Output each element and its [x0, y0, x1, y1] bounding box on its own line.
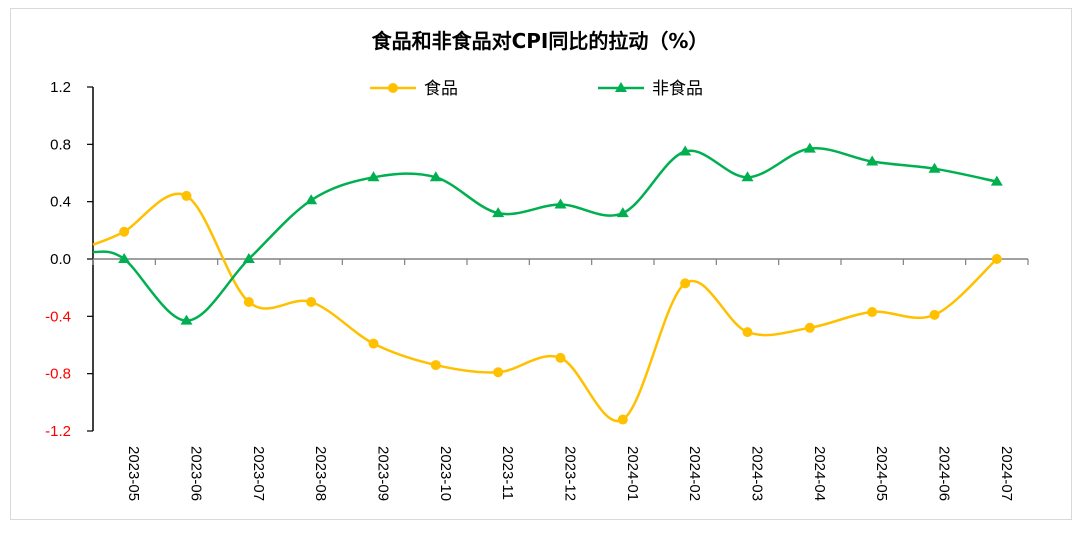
legend-marker-circle [388, 83, 398, 93]
y-tick-label: 1.2 [50, 79, 71, 96]
legend-marker-triangle [615, 82, 627, 92]
data-point-triangle [741, 171, 754, 182]
data-point-triangle [990, 175, 1003, 186]
legend-item: 非食品 [598, 79, 703, 99]
x-tick-label: 2023-08 [312, 446, 329, 501]
data-point-circle [929, 309, 940, 320]
legend-item: 食品 [370, 79, 458, 99]
y-tick-label: 0.4 [50, 194, 71, 211]
data-point-circle [430, 360, 441, 371]
legend: 食品 非食品 [370, 79, 703, 99]
data-point-triangle [305, 194, 318, 205]
chart-title: 食品和非食品对CPI同比的拉动（%） [372, 29, 709, 53]
data-point-circle [368, 338, 379, 349]
data-point-triangle [803, 142, 816, 153]
x-tick-label: 2023-05 [125, 446, 142, 501]
x-tick-label: 2024-05 [873, 446, 890, 501]
data-point-triangle [616, 207, 629, 218]
legend-label: 非食品 [652, 79, 703, 99]
x-tick-label: 2024-01 [624, 446, 641, 501]
series-2 [92, 142, 1003, 325]
x-tick-label: 2023-06 [188, 446, 205, 501]
x-tick-label: 2023-10 [437, 446, 454, 501]
x-tick-label: 2024-03 [749, 446, 766, 501]
data-point-circle [991, 254, 1002, 264]
legend-label: 食品 [424, 79, 458, 99]
data-point-circle [119, 226, 130, 237]
data-point-circle [742, 327, 753, 338]
x-tick-label: 2023-11 [499, 446, 516, 500]
series-line [92, 192, 998, 423]
data-point-triangle [679, 145, 692, 156]
x-tick-label: 2024-04 [811, 446, 828, 501]
data-point-triangle [242, 253, 255, 263]
data-point-circle [493, 367, 504, 378]
y-tick-label: -1.2 [45, 423, 71, 440]
data-point-circle [867, 307, 878, 318]
data-point-triangle [429, 171, 442, 182]
x-tick-label: 2024-06 [936, 446, 953, 501]
data-point-triangle [866, 155, 879, 166]
x-tick-label: 2023-12 [562, 446, 579, 501]
data-point-circle [804, 322, 815, 333]
y-tick-label: -0.8 [45, 366, 71, 383]
x-tick-label: 2024-07 [998, 446, 1015, 501]
data-point-triangle [928, 162, 941, 173]
y-tick-label: 0.0 [50, 251, 71, 268]
chart-frame [10, 8, 1072, 520]
series-1 [92, 190, 1002, 425]
data-point-circle [181, 190, 192, 201]
data-point-circle [617, 414, 628, 425]
data-point-circle [243, 297, 254, 307]
data-point-circle [680, 278, 691, 289]
series-line [92, 147, 998, 322]
data-point-circle [306, 297, 317, 307]
data-point-triangle [118, 253, 131, 263]
data-point-triangle [492, 207, 505, 218]
data-point-triangle [367, 171, 380, 182]
data-point-triangle [180, 314, 193, 325]
x-tick-label: 2024-02 [686, 446, 703, 501]
y-tick-label: -0.4 [45, 308, 71, 325]
y-tick-label: 0.8 [50, 136, 71, 153]
data-point-triangle [554, 198, 567, 209]
x-tick-label: 2023-09 [375, 446, 392, 501]
data-point-circle [555, 352, 566, 363]
x-tick-label: 2023-07 [250, 446, 267, 501]
